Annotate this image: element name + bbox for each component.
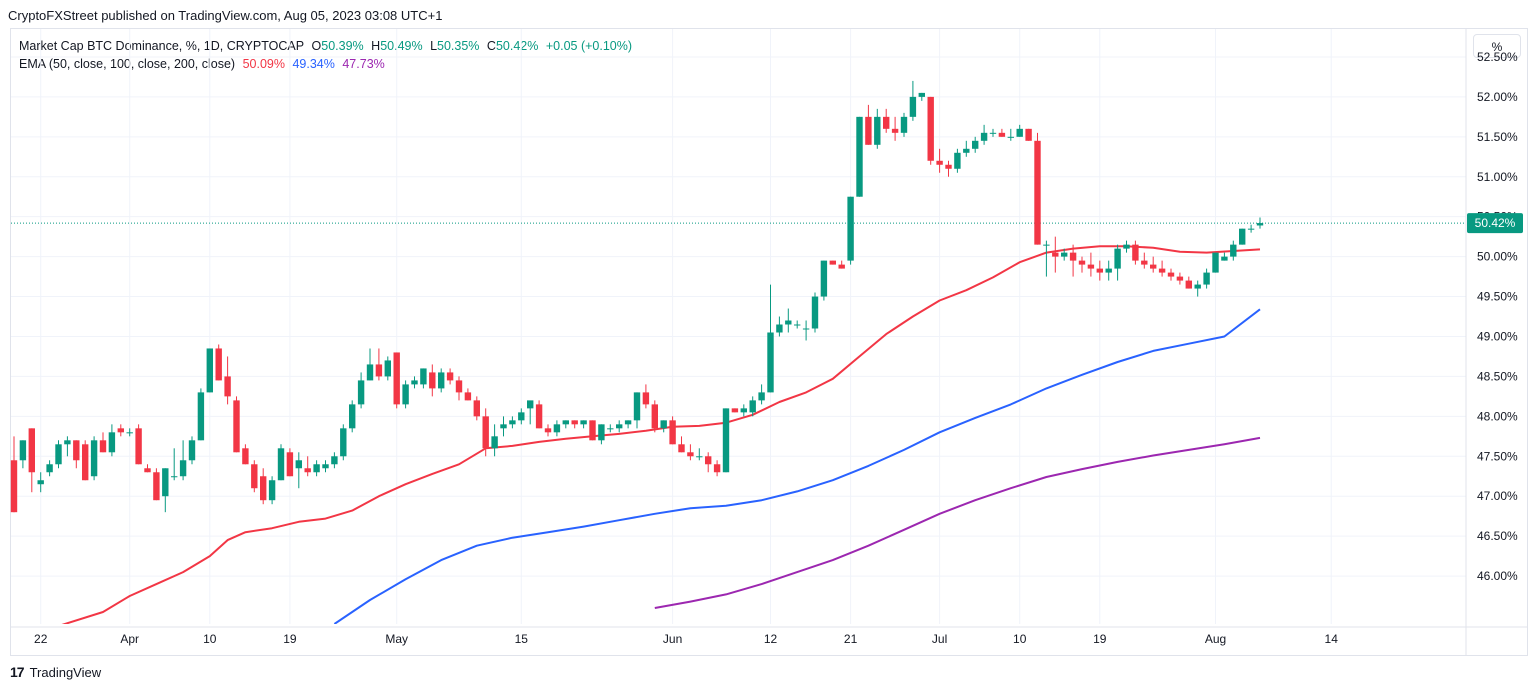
high-value: H50.49% — [371, 39, 422, 53]
close-number: 50.42% — [495, 39, 539, 53]
change-value: +0.05 (+0.10%) — [545, 39, 633, 53]
ema50-value: 50.09% — [242, 57, 285, 71]
percent-scale-button[interactable]: % — [1473, 34, 1521, 58]
low-number: 50.35% — [437, 39, 480, 53]
chart-frame — [10, 28, 1528, 656]
open-value: O50.39% — [312, 39, 364, 53]
ema-label: EMA (50, close, 100, close, 200, close) — [19, 57, 236, 71]
symbol-name: Market Cap BTC Dominance, %, 1D, CRYPTOC… — [19, 39, 305, 53]
published-header: CryptoFXStreet published on TradingView.… — [8, 8, 443, 23]
high-label: H — [371, 39, 381, 53]
open-number: 50.39% — [321, 39, 364, 53]
close-value: C50.42% — [487, 39, 538, 53]
ema200-value: 47.73% — [342, 57, 385, 71]
footer: 17 TradingView — [10, 664, 101, 680]
footer-brand: TradingView — [29, 664, 102, 680]
symbol-legend: Market Cap BTC Dominance, %, 1D, CRYPTOC… — [19, 39, 636, 53]
tradingview-logo-icon: 17 — [10, 664, 25, 680]
ema-legend: EMA (50, close, 100, close, 200, close) … — [19, 57, 389, 71]
close-label: C — [486, 39, 496, 53]
low-label: L — [430, 39, 438, 53]
open-label: O — [311, 39, 322, 53]
high-number: 50.49% — [380, 39, 423, 53]
ema100-value: 49.34% — [292, 57, 335, 71]
low-value: L50.35% — [430, 39, 479, 53]
